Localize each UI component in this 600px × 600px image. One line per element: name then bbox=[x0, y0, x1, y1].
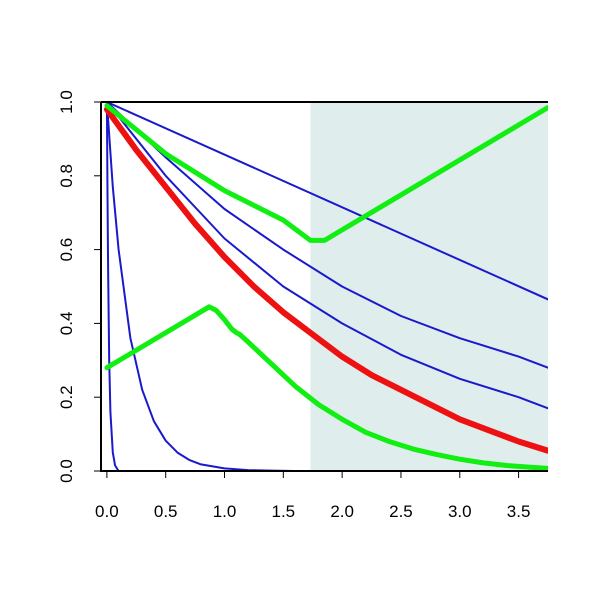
x-tick-label: 2.0 bbox=[330, 502, 354, 521]
series-line-8 bbox=[104, 304, 548, 471]
x-tick-label: 0.5 bbox=[154, 502, 178, 521]
y-tick-label: 1.0 bbox=[57, 90, 76, 114]
series-line-7 bbox=[104, 103, 548, 243]
x-tick-label: 2.5 bbox=[389, 502, 413, 521]
series-line-1 bbox=[105, 102, 548, 471]
axes: 0.0 0.5 1.0 1.5 2.0 2.5 3.0 3.5 0.0 0.2 0.4 0.6 0.8 1… bbox=[57, 90, 548, 521]
x-tick-label: 3.0 bbox=[448, 502, 472, 521]
x-tick-label: 1.5 bbox=[272, 502, 296, 521]
shaded-region bbox=[310, 102, 548, 471]
series-line-2 bbox=[105, 102, 548, 471]
series-line-6 bbox=[103, 106, 548, 454]
series-group bbox=[103, 102, 548, 471]
x-tick-label: 3.5 bbox=[507, 502, 531, 521]
series-line-3 bbox=[105, 102, 548, 410]
y-tick-label: 0.4 bbox=[57, 312, 76, 336]
y-tick-label: 0.0 bbox=[57, 459, 76, 483]
x-tick-label: 0.0 bbox=[95, 502, 119, 521]
y-tick-label: 0.2 bbox=[57, 385, 76, 409]
y-tick-label: 0.8 bbox=[57, 164, 76, 188]
plot-area bbox=[103, 102, 548, 471]
y-tick-label: 0.6 bbox=[57, 238, 76, 262]
x-tick-label: 1.0 bbox=[213, 502, 237, 521]
series-line-5 bbox=[105, 102, 548, 301]
series-line-4 bbox=[105, 102, 548, 369]
